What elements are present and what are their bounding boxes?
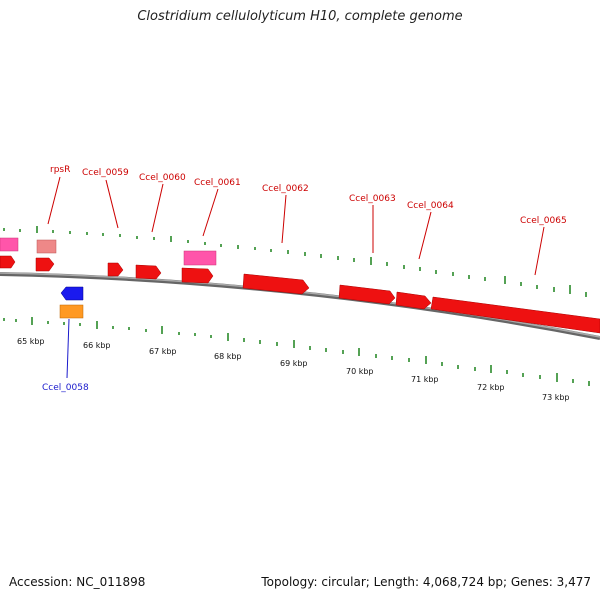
kbp-label-67: 67 kbp xyxy=(149,347,177,356)
gene-arrow-rpsr[interactable] xyxy=(35,257,55,272)
gene-arrow-ccel-0058[interactable] xyxy=(60,286,84,301)
gene-arrow-ccel-0062[interactable] xyxy=(242,273,310,295)
forward-genes xyxy=(0,255,600,334)
gene-label-ccel-0061[interactable]: Ccel_0061 xyxy=(194,178,241,188)
kbp-label-69: 69 kbp xyxy=(280,359,308,368)
orange-feature[interactable] xyxy=(59,304,84,319)
gene-arrow[interactable] xyxy=(0,255,16,269)
gene-label-ccel-0062[interactable]: Ccel_0062 xyxy=(262,184,309,194)
gene-label-ccel-0065[interactable]: Ccel_0065 xyxy=(520,216,567,226)
kbp-label-73: 73 kbp xyxy=(542,393,570,402)
inner-tick-arc xyxy=(3,317,590,386)
rna-feature[interactable] xyxy=(183,250,217,266)
kbp-label-70: 70 kbp xyxy=(346,367,374,376)
gene-arrow-ccel-0065[interactable] xyxy=(430,296,600,334)
accession-text: Accession: NC_011898 xyxy=(9,575,146,589)
gene-label-rpsr[interactable]: rpsR xyxy=(50,165,70,175)
pseudo-feature[interactable] xyxy=(36,239,57,254)
gene-label-ccel-0058[interactable]: Ccel_0058 xyxy=(42,383,89,393)
gene-arrow-ccel-0063[interactable] xyxy=(338,284,396,305)
kbp-label-68: 68 kbp xyxy=(214,352,242,361)
gene-label-ccel-0060[interactable]: Ccel_0060 xyxy=(139,173,186,183)
gene-label-ccel-0059[interactable]: Ccel_0059 xyxy=(82,168,129,178)
genome-summary-text: Topology: circular; Length: 4,068,724 bp… xyxy=(261,575,591,589)
gene-arrow-ccel-0061[interactable] xyxy=(181,267,214,284)
outer-tick-arc xyxy=(3,226,587,297)
map-title: Clostridium cellulolyticum H10, complete… xyxy=(137,9,463,24)
kbp-label-71: 71 kbp xyxy=(411,375,439,384)
gene-arrow-ccel-0059[interactable] xyxy=(107,262,124,277)
label-leader-lines xyxy=(47,176,545,276)
kbp-label-65: 65 kbp xyxy=(17,337,45,346)
gene-arrow-ccel-0064[interactable] xyxy=(395,291,432,310)
label-leader-line-ccel-0058 xyxy=(66,318,70,379)
gene-label-ccel-0064[interactable]: Ccel_0064 xyxy=(407,201,454,211)
gene-arrow-ccel-0060[interactable] xyxy=(135,264,162,280)
kbp-label-72: 72 kbp xyxy=(477,383,505,392)
rna-feature[interactable] xyxy=(0,237,19,252)
gene-label-ccel-0063[interactable]: Ccel_0063 xyxy=(349,194,396,204)
kbp-label-66: 66 kbp xyxy=(83,341,111,350)
